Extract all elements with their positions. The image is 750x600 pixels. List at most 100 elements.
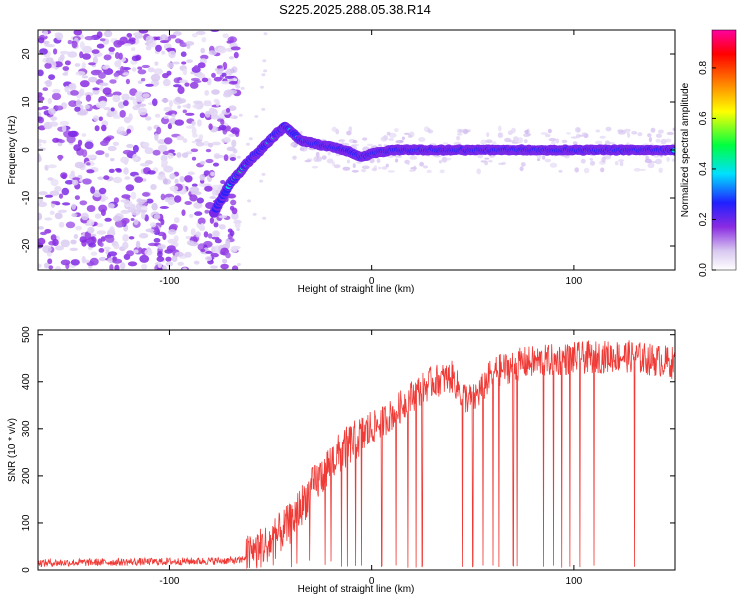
noise-blob xyxy=(44,194,54,198)
noise-blob xyxy=(220,180,226,184)
noise-blob xyxy=(89,257,99,266)
noise-blob xyxy=(62,202,71,206)
noise-blob xyxy=(38,111,42,117)
noise-blob xyxy=(338,139,346,142)
noise-blob xyxy=(157,244,166,250)
noise-blob xyxy=(600,167,605,173)
noise-blob xyxy=(189,81,199,89)
noise-blob xyxy=(227,89,238,95)
noise-blob xyxy=(259,179,264,183)
noise-blob xyxy=(356,161,362,164)
noise-blob xyxy=(71,179,79,186)
noise-blob xyxy=(183,225,188,233)
noise-blob xyxy=(195,141,205,147)
noise-blob xyxy=(38,237,46,245)
noise-blob xyxy=(200,248,206,253)
spectrogram-y-tick-label: 0 xyxy=(21,147,32,153)
noise-blob xyxy=(409,169,415,172)
noise-blob xyxy=(263,32,268,36)
noise-blob xyxy=(48,265,54,270)
noise-blob xyxy=(225,107,231,113)
noise-blob xyxy=(114,52,120,59)
noise-blob xyxy=(326,158,334,164)
noise-blob xyxy=(511,127,516,134)
noise-blob xyxy=(130,218,135,221)
noise-blob xyxy=(137,66,143,70)
noise-blob xyxy=(112,91,122,96)
noise-blob xyxy=(540,132,548,135)
noise-blob xyxy=(227,193,237,199)
noise-blob xyxy=(476,168,482,175)
noise-blob xyxy=(647,162,655,169)
noise-blob xyxy=(211,141,221,146)
noise-blob xyxy=(90,251,98,256)
noise-blob xyxy=(199,112,206,119)
noise-blob xyxy=(605,126,612,132)
noise-blob xyxy=(406,161,410,166)
noise-blob xyxy=(160,193,166,201)
noise-blob xyxy=(223,154,229,162)
noise-blob xyxy=(161,98,169,103)
noise-blob xyxy=(456,135,461,141)
noise-blob xyxy=(144,249,153,256)
noise-blob xyxy=(128,113,133,121)
noise-blob xyxy=(599,135,606,139)
noise-blob xyxy=(199,174,206,181)
noise-blob xyxy=(171,255,178,262)
noise-blob xyxy=(102,65,109,70)
noise-blob xyxy=(198,134,204,140)
noise-blob xyxy=(79,88,85,97)
noise-blob xyxy=(120,156,130,164)
noise-blob xyxy=(327,151,331,156)
noise-blob xyxy=(64,60,71,66)
noise-blob xyxy=(190,148,199,153)
noise-blob xyxy=(165,261,174,267)
noise-blob xyxy=(544,158,552,163)
noise-blob xyxy=(595,129,600,133)
noise-blob xyxy=(59,120,70,126)
noise-blob xyxy=(290,143,295,147)
noise-blob xyxy=(136,198,143,204)
noise-blob xyxy=(177,261,185,266)
noise-blob xyxy=(77,110,87,116)
noise-blob xyxy=(184,175,193,183)
noise-blob xyxy=(498,125,502,132)
snr-x-tick-label: 100 xyxy=(566,576,583,587)
noise-blob xyxy=(147,67,155,73)
noise-blob xyxy=(182,68,188,76)
noise-blob xyxy=(191,33,198,38)
noise-blob xyxy=(44,217,53,221)
noise-blob xyxy=(165,47,176,52)
noise-blob xyxy=(119,130,127,136)
noise-blob xyxy=(65,221,76,229)
noise-blob xyxy=(211,184,220,190)
noise-blob xyxy=(169,185,179,192)
noise-blob xyxy=(666,157,670,162)
noise-blob xyxy=(146,198,154,204)
noise-blob xyxy=(128,236,135,240)
noise-blob xyxy=(352,140,358,144)
noise-blob xyxy=(232,265,239,270)
noise-blob xyxy=(39,48,48,55)
noise-blob xyxy=(413,165,417,172)
noise-blob xyxy=(51,92,62,101)
noise-blob xyxy=(49,121,59,127)
noise-blob xyxy=(122,241,129,250)
noise-blob xyxy=(173,235,179,243)
noise-blob xyxy=(248,137,253,141)
noise-blob xyxy=(157,174,167,181)
noise-blob xyxy=(335,128,340,135)
noise-blob xyxy=(542,155,546,160)
noise-blob xyxy=(157,139,167,145)
noise-blob xyxy=(566,132,571,135)
noise-blob xyxy=(185,112,195,116)
noise-blob xyxy=(211,188,216,197)
colorbar-tick-label: 0.4 xyxy=(698,162,709,176)
noise-blob xyxy=(152,98,158,107)
noise-blob xyxy=(44,262,50,269)
noise-blob xyxy=(222,258,228,264)
noise-blob xyxy=(96,223,104,228)
noise-blob xyxy=(184,251,192,258)
noise-blob xyxy=(42,139,47,144)
noise-blob xyxy=(140,211,146,220)
